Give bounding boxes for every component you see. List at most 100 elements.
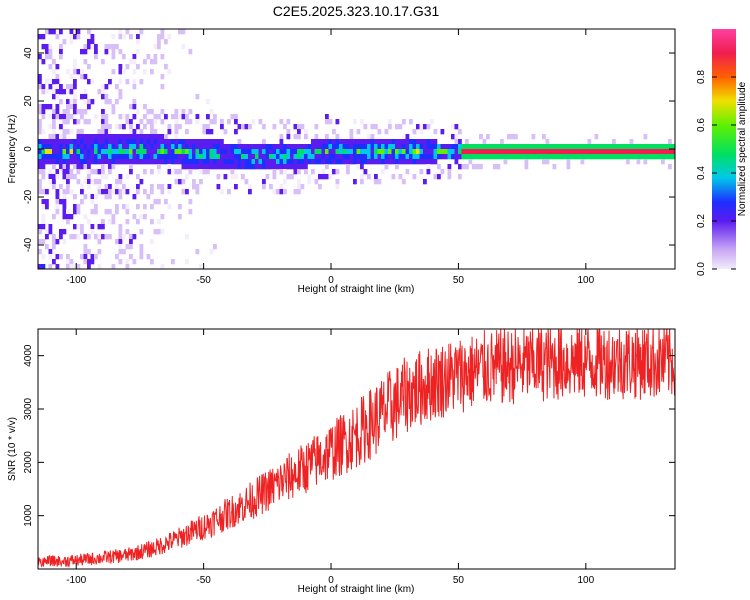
heatmap-cell [185, 129, 189, 135]
heatmap-cell [584, 149, 588, 155]
heatmap-cell [178, 159, 182, 165]
heatmap-cell [241, 154, 245, 160]
heatmap-cell [101, 89, 105, 95]
heatmap-cell [150, 169, 154, 175]
heatmap-cell [143, 139, 147, 145]
heatmap-cell [55, 114, 60, 120]
heatmap-cell [209, 164, 214, 170]
heatmap-cell [479, 144, 483, 150]
snr-ytick-label: 2000 [23, 451, 34, 474]
heatmap-cell [108, 124, 112, 130]
heatmap-cell [104, 184, 109, 190]
heatmap-cell [286, 149, 291, 155]
heatmap-cell [178, 214, 182, 220]
heatmap-cell [146, 154, 151, 160]
heatmap-cell [377, 144, 382, 150]
heatmap-cell [262, 164, 266, 170]
heatmap-cell [174, 119, 179, 125]
heatmap-cell [279, 149, 284, 155]
heatmap-cell [129, 164, 133, 170]
heatmap-cell [87, 249, 91, 255]
heatmap-cell [174, 129, 179, 135]
heatmap-cell [598, 149, 602, 155]
heatmap-cell [129, 169, 133, 175]
heatmap-cell [293, 124, 298, 130]
heatmap-cell [223, 144, 228, 150]
heatmap-cell [132, 144, 137, 150]
heatmap-cell [55, 89, 60, 95]
heatmap-cell [318, 159, 322, 165]
heatmap-cell [87, 259, 91, 265]
heatmap-cell [136, 174, 140, 180]
heatmap-cell [97, 144, 102, 150]
heatmap-cell [52, 239, 56, 245]
heatmap-cell [405, 159, 410, 165]
heatmap-cell [647, 154, 651, 160]
heatmap-cell [101, 219, 105, 225]
heatmap-cell [573, 149, 578, 155]
heatmap-cell [209, 149, 214, 155]
heatmap-cell [69, 264, 74, 269]
heatmap-cell [97, 239, 102, 245]
heatmap-cell [167, 34, 172, 40]
heatmap-cell [223, 174, 228, 180]
heatmap-cell [377, 159, 382, 165]
heatmap-cell [209, 139, 214, 145]
heatmap-cell [465, 154, 469, 160]
heatmap-cell [272, 189, 277, 195]
heatmap-cell [206, 124, 210, 130]
heatmap-cell [38, 159, 42, 165]
heatmap-cell [629, 139, 634, 145]
heatmap-cell [671, 154, 675, 160]
heatmap-cell [101, 124, 105, 130]
heatmap-cell [496, 149, 501, 155]
heatmap-cell [150, 219, 154, 225]
heatmap-cell [45, 234, 49, 240]
heatmap-cell [118, 154, 123, 160]
heatmap-cell [206, 99, 210, 105]
heatmap-cell [139, 79, 144, 85]
heatmap-cell [587, 154, 592, 160]
heatmap-cell [129, 159, 133, 165]
heatmap-cell [48, 29, 53, 35]
heatmap-cell [83, 144, 88, 150]
heatmap-cell [181, 154, 186, 160]
heatmap-cell [654, 144, 658, 150]
heatmap-cell [293, 169, 298, 175]
heatmap-cell [104, 44, 109, 50]
heatmap-cell [167, 189, 172, 195]
heatmap-cell [195, 149, 200, 155]
heatmap-cell [55, 144, 60, 150]
heatmap-cell [104, 49, 109, 55]
heatmap-cell [402, 179, 406, 185]
heatmap-cell [80, 254, 84, 260]
heatmap-cell [48, 224, 53, 230]
heatmap-cell [122, 159, 126, 165]
heatmap-cell [265, 174, 270, 180]
heatmap-cell [297, 179, 301, 185]
heatmap-cell [255, 144, 259, 150]
heatmap-cell [216, 144, 221, 150]
heatmap-cell [335, 119, 340, 125]
heatmap-cell [437, 164, 441, 170]
heatmap-cell [41, 89, 46, 95]
heatmap-cell [283, 189, 287, 195]
heatmap-cell [503, 159, 508, 165]
heatmap-cell [241, 144, 245, 150]
heatmap-cell [83, 149, 88, 155]
heatmap-cell [69, 189, 74, 195]
heatmap-cell [122, 249, 126, 255]
heatmap-cell [150, 129, 154, 135]
heatmap-cell [227, 119, 231, 125]
heatmap-cell [626, 159, 630, 165]
heatmap-cell [594, 134, 599, 140]
heatmap-cell [199, 169, 203, 175]
heatmap-cell [398, 154, 403, 160]
heatmap-cell [45, 244, 49, 250]
heatmap-cell [87, 264, 91, 269]
heatmap-cell [136, 139, 140, 145]
heatmap-cell [66, 109, 70, 115]
heatmap-cell [360, 149, 364, 155]
heatmap-cell [115, 189, 119, 195]
